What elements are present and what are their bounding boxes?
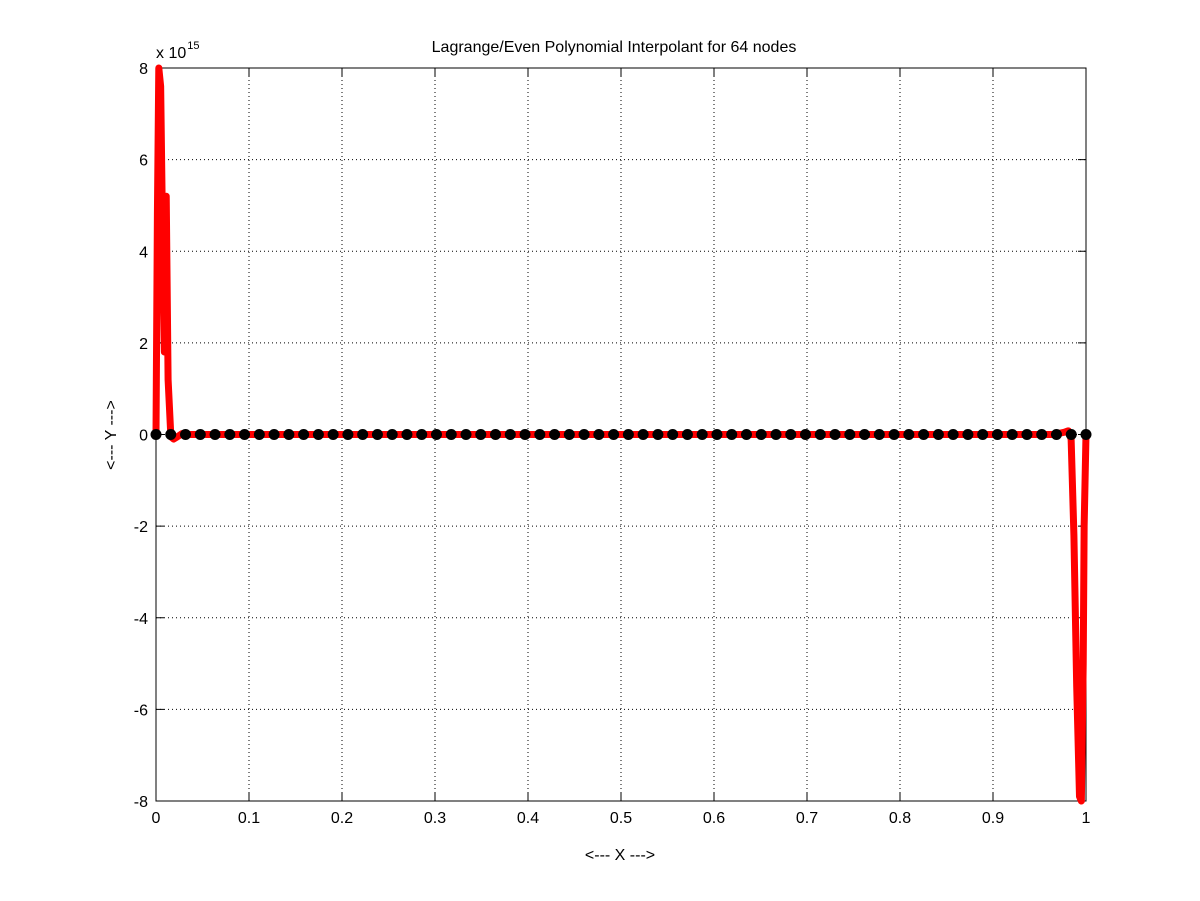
node-point	[814, 429, 826, 440]
node-point	[844, 429, 856, 440]
x-tick-label: 0.2	[331, 810, 353, 827]
node-point	[534, 429, 546, 440]
y-tick-label: 6	[139, 153, 148, 170]
node-point	[637, 429, 649, 440]
node-point	[696, 429, 708, 440]
node-point	[991, 429, 1003, 440]
y-exponent-label: x 1015	[156, 40, 200, 62]
node-point	[608, 429, 620, 440]
node-point	[667, 429, 679, 440]
x-tick-label: 1	[1082, 810, 1091, 827]
node-point	[578, 429, 590, 440]
x-tick-label: 0.4	[517, 810, 539, 827]
node-point	[947, 429, 959, 440]
x-tick-label: 0.3	[424, 810, 446, 827]
node-point	[209, 429, 221, 440]
node-point	[430, 429, 442, 440]
node-point	[681, 429, 693, 440]
node-point	[312, 429, 324, 440]
node-point	[1021, 429, 1033, 440]
node-point	[401, 429, 413, 440]
node-point	[859, 429, 871, 440]
node-point	[549, 429, 561, 440]
node-point	[416, 429, 428, 440]
node-point	[357, 429, 369, 440]
node-point	[740, 429, 752, 440]
node-point	[622, 429, 634, 440]
node-point	[460, 429, 472, 440]
node-point	[977, 429, 989, 440]
node-point	[593, 429, 605, 440]
y-tick-label: 4	[139, 244, 148, 261]
y-tick-label: 2	[139, 336, 148, 353]
node-point	[962, 429, 974, 440]
node-point	[1036, 429, 1048, 440]
node-point	[327, 429, 339, 440]
axis-ticks: 0 0.1 0.2 0.3 0.4 0.5 0.6 0.7 0.8 0.9 1 -8 -6 -4 -2 0 2 4…	[134, 61, 1091, 827]
node-point	[180, 429, 192, 440]
y-tick-label: 0	[139, 428, 148, 445]
node-point	[903, 429, 915, 440]
node-point	[918, 429, 930, 440]
node-point	[519, 429, 531, 440]
node-point	[371, 429, 383, 440]
x-tick-label: 0.6	[703, 810, 725, 827]
node-point	[563, 429, 575, 440]
y-tick-label: -4	[134, 611, 148, 628]
y-exponent-prefix: x 10	[156, 45, 186, 62]
node-point	[490, 429, 502, 440]
series-layer	[150, 64, 1092, 805]
node-point	[755, 429, 767, 440]
node-point	[888, 429, 900, 440]
node-point	[504, 429, 516, 440]
node-point	[800, 429, 812, 440]
node-point	[711, 429, 723, 440]
node-point	[1065, 429, 1077, 440]
node-point	[726, 429, 738, 440]
y-axis-label: <--- Y --->	[103, 400, 120, 470]
node-point	[150, 429, 162, 440]
node-point	[829, 429, 841, 440]
node-point	[770, 429, 782, 440]
x-tick-label: 0.9	[982, 810, 1004, 827]
node-point	[785, 429, 797, 440]
node-point	[268, 429, 280, 440]
node-point	[873, 429, 885, 440]
x-axis-label: <--- X --->	[585, 847, 655, 864]
node-point	[239, 429, 251, 440]
x-tick-label: 0.5	[610, 810, 632, 827]
node-point	[194, 429, 206, 440]
node-point	[298, 429, 310, 440]
node-point	[652, 429, 664, 440]
y-tick-label: 8	[139, 61, 148, 78]
node-point	[932, 429, 944, 440]
node-point	[165, 429, 177, 440]
node-point	[445, 429, 457, 440]
chart-title: Lagrange/Even Polynomial Interpolant for…	[432, 39, 797, 56]
node-point	[475, 429, 487, 440]
y-exponent-power: 15	[187, 40, 199, 52]
y-tick-label: -2	[134, 519, 148, 536]
x-tick-label: 0	[152, 810, 161, 827]
x-tick-label: 0.7	[796, 810, 818, 827]
x-tick-label: 0.8	[889, 810, 911, 827]
x-tick-label: 0.1	[238, 810, 260, 827]
y-tick-label: -6	[134, 702, 148, 719]
node-point	[253, 429, 265, 440]
node-point	[342, 429, 354, 440]
node-point	[1080, 429, 1092, 440]
y-tick-label: -8	[134, 794, 148, 811]
node-point	[386, 429, 398, 440]
node-point	[283, 429, 295, 440]
node-point	[224, 429, 236, 440]
node-point	[1006, 429, 1018, 440]
node-point	[1050, 429, 1062, 440]
